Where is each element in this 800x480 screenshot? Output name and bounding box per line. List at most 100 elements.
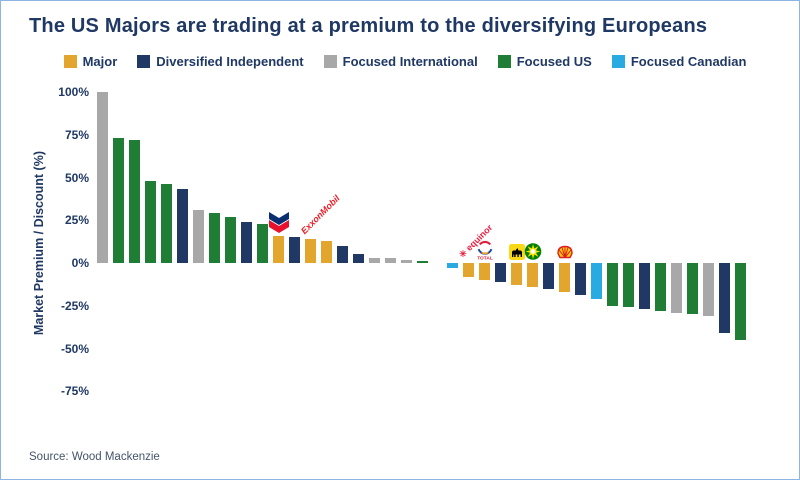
bar bbox=[559, 263, 570, 293]
bar bbox=[447, 263, 458, 269]
y-axis-title-wrap: Market Premium / Discount (%) bbox=[29, 83, 49, 403]
legend-item-major: Major bbox=[63, 54, 118, 69]
y-axis-title: Market Premium / Discount (%) bbox=[32, 150, 46, 336]
bar-column bbox=[268, 83, 289, 403]
bar-column bbox=[225, 83, 236, 403]
bar bbox=[671, 263, 682, 313]
bar-column bbox=[241, 83, 252, 403]
legend-item-us: Focused US bbox=[497, 54, 592, 69]
bar-column bbox=[703, 83, 714, 403]
bar-column bbox=[607, 83, 618, 403]
bar bbox=[623, 263, 634, 308]
bar-column bbox=[385, 83, 396, 403]
bar-column bbox=[161, 83, 172, 403]
bar-column bbox=[524, 83, 541, 403]
bar-column bbox=[145, 83, 156, 403]
bar bbox=[289, 237, 300, 263]
eni-logo bbox=[508, 244, 525, 260]
y-axis-ticks: 100% 75% 50% 25% 0% -25% -50% -75% bbox=[49, 83, 97, 403]
bar bbox=[687, 263, 698, 315]
bar bbox=[337, 245, 348, 263]
bar bbox=[273, 235, 284, 263]
bar bbox=[703, 263, 714, 316]
bar bbox=[575, 263, 586, 296]
bar-column bbox=[623, 83, 634, 403]
bar-column bbox=[417, 83, 428, 403]
bar-column bbox=[321, 83, 332, 403]
bar bbox=[129, 139, 140, 263]
bar bbox=[193, 210, 204, 263]
legend-swatch bbox=[323, 55, 337, 68]
bar-column bbox=[735, 83, 746, 403]
bar bbox=[495, 263, 506, 282]
bar-column bbox=[655, 83, 666, 403]
legend-label: Major bbox=[82, 54, 118, 69]
bar-column bbox=[97, 83, 108, 403]
chart-title: The US Majors are trading at a premium t… bbox=[29, 15, 708, 37]
bar-column bbox=[337, 83, 348, 403]
bar-column bbox=[591, 83, 602, 403]
y-tick-label: 25% bbox=[64, 213, 89, 228]
legend-item-canadian: Focused Canadian bbox=[611, 54, 747, 69]
bar-column bbox=[369, 83, 380, 403]
bar bbox=[113, 138, 124, 263]
chart-region: Market Premium / Discount (%) 100% 75% 50%… bbox=[29, 83, 781, 403]
bar bbox=[177, 189, 188, 263]
bar bbox=[417, 261, 428, 263]
bar bbox=[209, 213, 220, 263]
legend-item-international: Focused International bbox=[323, 54, 478, 69]
y-tick-label: 100% bbox=[58, 85, 89, 99]
plot-area: ExxonMobil ✳ equinor TOTAL bbox=[97, 83, 781, 403]
bar bbox=[735, 263, 746, 340]
legend-label: Focused Canadian bbox=[630, 54, 747, 69]
legend-label: Diversified Independent bbox=[156, 54, 304, 69]
shell-logo bbox=[556, 245, 573, 260]
bar bbox=[321, 240, 332, 263]
bar bbox=[591, 263, 602, 299]
legend-swatch bbox=[137, 55, 151, 68]
bar-column bbox=[113, 83, 124, 403]
legend-label: Focused US bbox=[516, 54, 592, 69]
bar-column bbox=[575, 83, 586, 403]
bar-column bbox=[556, 83, 573, 403]
bar bbox=[463, 263, 474, 277]
bar bbox=[607, 263, 618, 306]
bar-column bbox=[687, 83, 698, 403]
y-tick-label: -50% bbox=[60, 341, 89, 356]
bar bbox=[385, 257, 396, 263]
bar bbox=[97, 92, 108, 263]
bar-column bbox=[193, 83, 204, 403]
bp-logo bbox=[524, 243, 541, 260]
y-tick-label: 75% bbox=[64, 127, 89, 142]
y-tick-label: 0% bbox=[71, 256, 89, 270]
legend-swatch bbox=[63, 55, 77, 68]
y-tick-label: 50% bbox=[64, 170, 89, 185]
legend: Major Diversified Independent Focused Inte… bbox=[29, 54, 781, 69]
bar bbox=[241, 221, 252, 263]
chevron-logo bbox=[268, 211, 289, 233]
bar bbox=[511, 263, 522, 286]
bar-column bbox=[177, 83, 188, 403]
svg-text:TOTAL: TOTAL bbox=[477, 256, 493, 260]
bar-column bbox=[401, 83, 412, 403]
bar-column bbox=[129, 83, 140, 403]
legend-swatch bbox=[611, 55, 625, 68]
bar-column: ExxonMobil bbox=[299, 83, 342, 403]
bar bbox=[257, 223, 268, 263]
bar-column bbox=[639, 83, 650, 403]
bar bbox=[353, 254, 364, 263]
bar bbox=[655, 263, 666, 311]
bar-column bbox=[209, 83, 220, 403]
legend-swatch bbox=[497, 55, 511, 68]
source-note: Source: Wood Mackenzie bbox=[29, 451, 160, 463]
bar-column bbox=[543, 83, 554, 403]
bar bbox=[305, 239, 316, 263]
bar-column bbox=[719, 83, 730, 403]
bar-column bbox=[508, 83, 525, 403]
bar bbox=[527, 263, 538, 287]
y-tick-label: -25% bbox=[60, 298, 89, 313]
bar-column: ✳ equinor bbox=[457, 83, 494, 403]
legend-item-independent: Diversified Independent bbox=[137, 54, 304, 69]
bar bbox=[369, 257, 380, 263]
